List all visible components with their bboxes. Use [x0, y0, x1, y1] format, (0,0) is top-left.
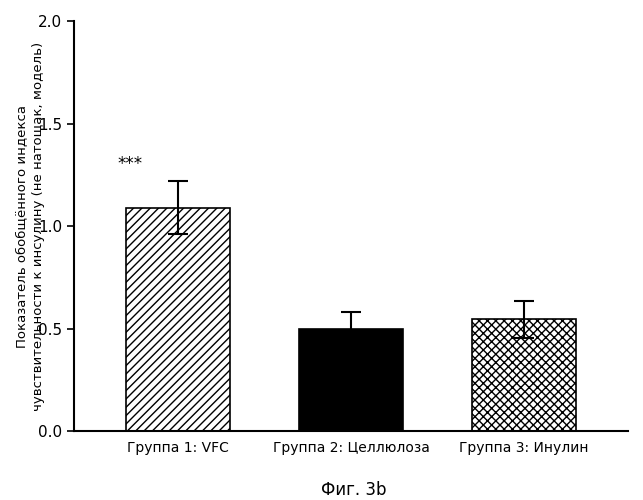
Text: Фиг. 3b: Фиг. 3b	[321, 481, 386, 499]
Bar	[126, 208, 230, 432]
Y-axis label: Показатель обобщённого индекса
чувствительности к инсулину (не натощак, модель): Показатель обобщённого индекса чувствите…	[15, 42, 45, 410]
Text: ***: ***	[117, 155, 142, 173]
Bar	[299, 328, 403, 432]
Bar	[472, 320, 576, 432]
